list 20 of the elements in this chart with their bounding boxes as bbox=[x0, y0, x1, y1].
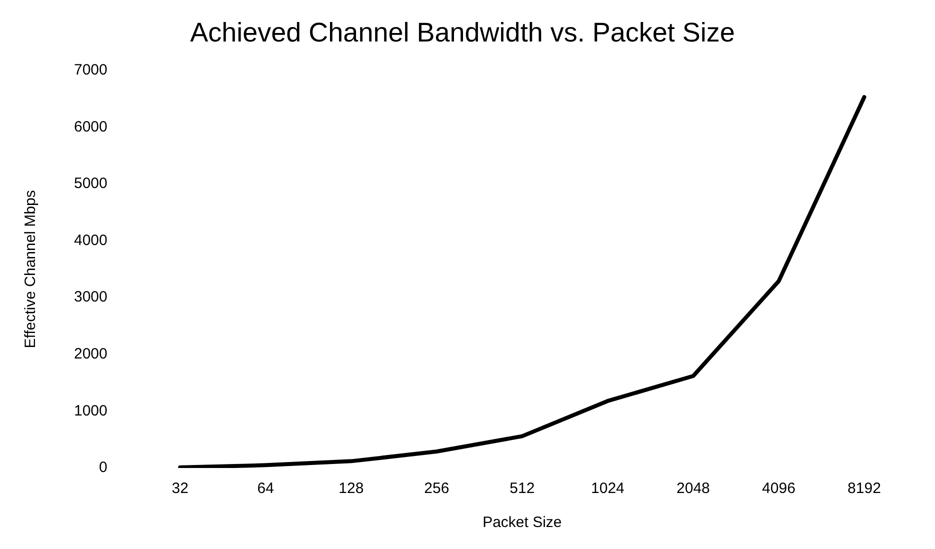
x-tick-label: 4096 bbox=[762, 480, 796, 498]
x-tick-label: 32 bbox=[172, 480, 188, 498]
y-tick-label: 2000 bbox=[74, 346, 108, 363]
x-tick-label: 2048 bbox=[676, 480, 710, 498]
x-tick-label: 8192 bbox=[848, 480, 881, 498]
chart-title: Achieved Channel Bandwidth vs. Packet Size bbox=[190, 18, 735, 48]
y-tick-label: 0 bbox=[99, 459, 108, 476]
y-tick-label: 7000 bbox=[74, 62, 108, 79]
x-axis-title: Packet Size bbox=[482, 514, 562, 532]
y-tick-label: 3000 bbox=[74, 288, 108, 306]
y-tick-label: 4000 bbox=[74, 232, 108, 249]
y-tick-label: 5000 bbox=[74, 175, 108, 192]
y-tick-label: 6000 bbox=[74, 118, 108, 136]
x-tick-label: 64 bbox=[257, 480, 274, 498]
x-tick-label: 128 bbox=[338, 480, 364, 498]
y-tick-label: 1000 bbox=[74, 402, 108, 420]
x-tick-label: 256 bbox=[424, 480, 450, 498]
x-tick-label: 1024 bbox=[591, 480, 624, 498]
x-tick-label: 512 bbox=[510, 480, 535, 498]
y-axis-title: Effective Channel Mbps bbox=[22, 190, 40, 348]
